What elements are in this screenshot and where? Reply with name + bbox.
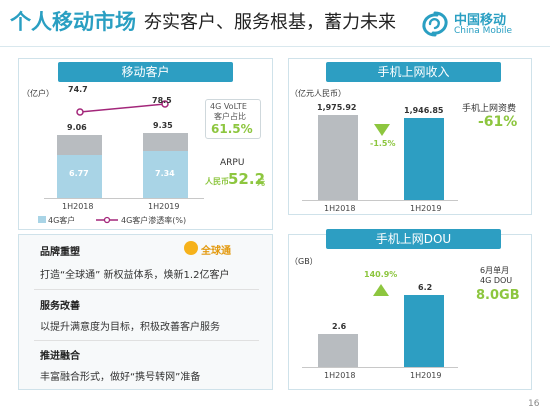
china-mobile-logo: 中国移动 China Mobile [420,6,542,42]
panel-mobile-dou-title: 手机上网DOU [326,229,501,249]
revenue-value-1h2019: 1,946.85 [404,106,444,115]
brand-divider-1 [34,289,259,290]
penetration-value-1h2018: 74.7 [68,85,88,94]
brand-divider-2 [34,340,259,341]
quanqiutong-logo-icon [184,241,198,255]
volte-label-1: 4G VoLTE [210,102,247,111]
volte-label-2: 客户占比 [214,112,246,121]
heading-convergence: 推进融合 [40,351,80,362]
customers-bar-top-1h2019 [143,133,188,151]
legend-line-swatch [96,216,118,224]
customers-category-1h2019: 1H2019 [148,202,180,211]
legend-penetration-label: 4G客户渗透率(%) [121,216,187,225]
brand-reshape-text: 打造“全球通” 新权益体系，焕新1.2亿客户 [40,270,230,281]
page-number: 16 [528,399,540,409]
panel-mobile-customers-title: 移动客户 [58,62,233,82]
logo-text-en: China Mobile [454,26,513,36]
penetration-line-chart [76,100,169,116]
dou-category-1h2018: 1H2018 [324,371,356,380]
dou-month-label-2: 4G DOU [480,276,513,285]
quanqiutong-logo-text: 全球通 [201,246,231,257]
revenue-axis-line [302,200,458,201]
customers-bar-base-1h2019 [143,151,188,198]
panel-brand-service [18,234,273,390]
heading-service-improve: 服务改善 [40,301,80,312]
logo-text-cn: 中国移动 [454,13,507,28]
revenue-category-1h2018: 1H2018 [324,204,356,213]
revenue-bar-1h2019 [404,118,444,200]
title-divider [0,46,550,47]
service-improve-text: 以提升满意度为目标，积极改善客户服务 [40,322,220,333]
revenue-category-1h2019: 1H2019 [410,204,442,213]
dou-unit-label: （GB） [290,257,318,266]
heading-brand-reshape: 品牌重塑 [40,247,80,258]
dou-category-1h2019: 1H2019 [410,371,442,380]
customers-category-1h2018: 1H2018 [62,202,94,211]
dou-value-1h2018: 2.6 [332,322,347,331]
dou-month-label-1: 6月单月 [480,266,510,275]
convergence-text: 丰富融合形式，做好“携号转网”准备 [40,372,201,383]
legend-4g-label: 4G客户 [48,216,76,225]
tariff-label: 手机上网资费 [462,104,517,114]
volte-percentage: 61.5% [211,122,253,136]
customers-unit-label: （亿户） [22,89,54,98]
customers-axis-line [44,198,204,199]
customers-total-1h2018: 9.06 [67,123,87,132]
dou-month-value: 8.0GB [476,288,520,303]
page-subtitle: 夯实客户、服务根基，蓄力未来 [144,12,396,33]
quanqiutong-logo: 全球通 [184,239,244,257]
penetration-line [79,103,166,113]
revenue-unit-label: （亿元人民币） [290,89,346,98]
page-title: 个人移动市场 [10,10,136,34]
penetration-value-1h2019: 78.5 [152,96,172,105]
customers-4g-1h2018: 6.77 [69,169,89,178]
arpu-prefix: 人民币 [205,177,229,186]
customers-bar-base-1h2018 [57,155,102,198]
customers-total-1h2019: 9.35 [153,121,173,130]
dou-bar-1h2018 [318,334,358,367]
volte-callout: 4G VoLTE 客户占比 61.5% [205,99,261,139]
legend-4g-swatch [38,216,46,223]
penetration-point-1h2018 [76,108,84,116]
dou-value-1h2019: 6.2 [418,283,433,292]
customers-4g-1h2019: 7.34 [155,169,175,178]
arpu-label: ARPU [220,158,245,168]
china-mobile-logo-icon [422,11,448,37]
revenue-bar-1h2018 [318,115,358,200]
dou-up-arrow-icon [373,284,389,296]
revenue-value-1h2018: 1,975.92 [317,103,357,112]
revenue-change: -1.5% [370,139,396,148]
customers-bar-top-1h2018 [57,135,102,155]
dou-axis-line [302,367,458,368]
dou-bar-1h2019 [404,295,444,367]
tariff-change: -61% [478,114,518,130]
arpu-unit: 元 [257,178,265,187]
panel-mobile-data-revenue-title: 手机上网收入 [326,62,501,82]
penetration-point-1h2019 [161,100,169,108]
arpu-value: 52.2 [228,170,266,188]
dou-change: 140.9% [364,270,398,279]
revenue-down-arrow-icon [374,124,390,136]
